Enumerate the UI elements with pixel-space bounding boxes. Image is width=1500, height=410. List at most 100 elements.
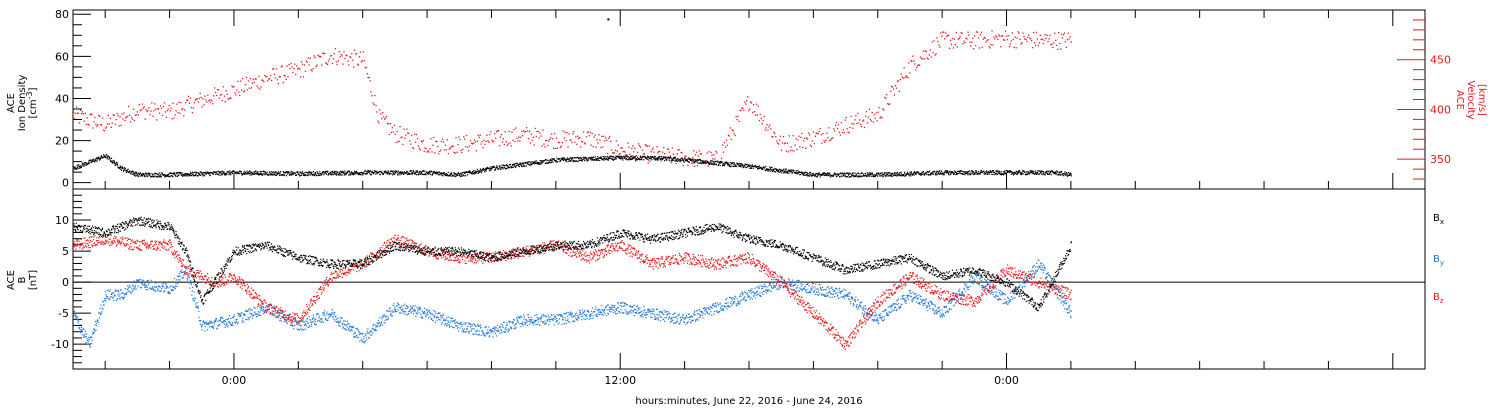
by-point (409, 310, 411, 312)
by-point (539, 316, 541, 319)
density-point (173, 172, 175, 174)
density-point (820, 174, 822, 176)
velocity-point (806, 137, 808, 139)
velocity-point (1024, 38, 1026, 40)
velocity-point (220, 94, 223, 96)
density-point (864, 173, 867, 175)
density-point (771, 170, 773, 173)
by-point (103, 304, 105, 306)
by-point (406, 308, 408, 310)
velocity-point (1039, 34, 1041, 36)
velocity-point (457, 143, 459, 146)
density-point (749, 165, 751, 167)
density-point (106, 154, 108, 156)
density-point (789, 170, 792, 172)
velocity-point (609, 136, 611, 138)
density-point (494, 168, 496, 170)
by-point (466, 328, 468, 330)
by-point (487, 332, 489, 334)
density-point (527, 161, 529, 163)
by-point (174, 287, 176, 289)
density-point (264, 174, 266, 176)
velocity-point (696, 165, 699, 167)
velocity-axis-title-line1: ACE (1454, 90, 1465, 110)
density-point (1017, 171, 1019, 173)
density-point (994, 173, 996, 175)
velocity-point (145, 109, 147, 111)
by-point (176, 281, 178, 284)
density-point (1034, 172, 1037, 174)
velocity-point (860, 123, 862, 126)
density-point (900, 173, 902, 175)
by-point (356, 337, 359, 339)
by-point (204, 330, 206, 332)
density-point (1049, 173, 1051, 175)
by-point (319, 320, 321, 323)
density-point (302, 174, 304, 176)
density-point (351, 172, 354, 174)
density-point (433, 171, 435, 173)
by-point (215, 318, 217, 320)
by-point (323, 313, 325, 315)
by-point (246, 319, 248, 321)
by-point (335, 318, 337, 320)
velocity-point (525, 131, 527, 133)
velocity-point (960, 32, 962, 34)
density-point (707, 161, 709, 164)
velocity-point (173, 117, 175, 119)
velocity-point (112, 114, 114, 116)
by-point (248, 319, 250, 321)
density-point (629, 157, 631, 159)
velocity-point (140, 109, 142, 111)
by-point (536, 323, 539, 326)
by-point (533, 319, 535, 321)
density-point (376, 170, 378, 172)
by-point (383, 322, 385, 324)
velocity-point (128, 105, 130, 108)
density-point (562, 158, 564, 160)
velocity-point (1049, 34, 1051, 37)
density-point (155, 176, 157, 178)
by-point (350, 326, 352, 328)
density-point (944, 171, 946, 173)
density-point (224, 173, 226, 175)
velocity-point (479, 134, 481, 136)
by-point (355, 327, 357, 329)
velocity-point (659, 150, 661, 153)
density-point (477, 172, 479, 174)
density-point (767, 170, 769, 172)
by-point (514, 328, 516, 330)
density-point (764, 167, 766, 169)
velocity-point (241, 89, 243, 91)
by-point (432, 320, 434, 322)
velocity-point (827, 136, 829, 139)
velocity-point (547, 144, 549, 147)
velocity-point (224, 101, 226, 103)
by-point (381, 318, 383, 320)
density-point (414, 172, 417, 174)
by-point (253, 306, 255, 308)
density-point (962, 171, 964, 173)
velocity-point (398, 140, 400, 142)
by-point (356, 334, 358, 336)
velocity-point (949, 39, 952, 42)
density-point (908, 173, 911, 176)
by-point (177, 282, 179, 284)
density-point (1017, 173, 1019, 175)
by-point (368, 337, 370, 339)
density-point (119, 166, 121, 168)
density-point (515, 164, 517, 167)
density-point (900, 175, 902, 177)
density-point (847, 174, 850, 176)
density-point (644, 155, 646, 157)
density-point (168, 172, 170, 174)
velocity-point (956, 46, 958, 48)
velocity-point (507, 143, 509, 145)
density-point (358, 172, 360, 174)
velocity-point (340, 53, 342, 56)
velocity-axis-title-line2: Velocity (1465, 80, 1476, 119)
velocity-point (208, 100, 210, 102)
density-point (194, 174, 196, 176)
by-point (261, 303, 263, 305)
